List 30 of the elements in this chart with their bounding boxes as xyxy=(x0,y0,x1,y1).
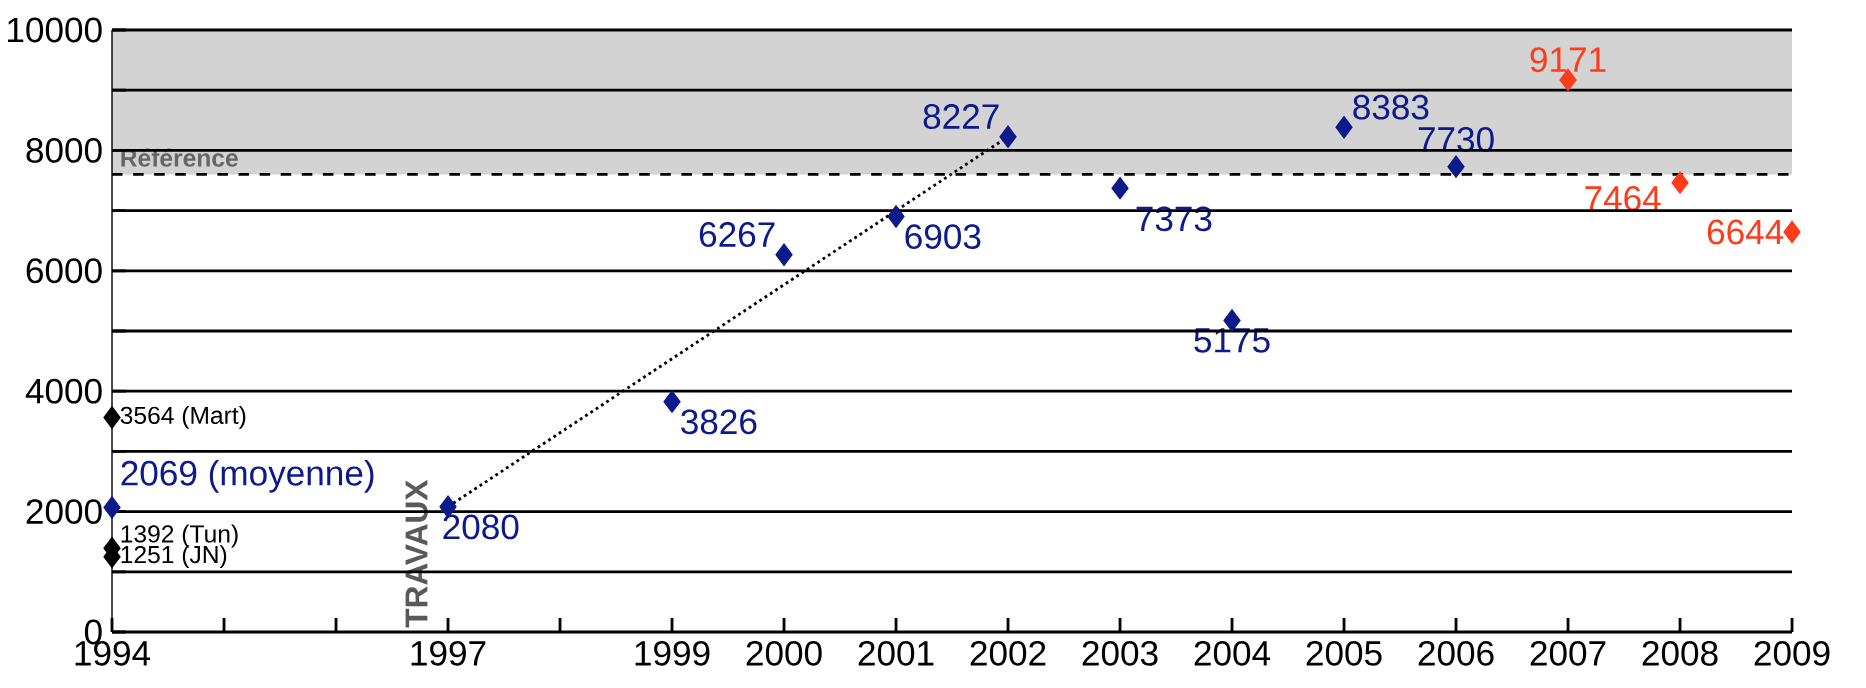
data-label: 6644 xyxy=(1707,219,1784,245)
y-tick-label: 2000 xyxy=(26,499,102,525)
y-tick-label: 4000 xyxy=(25,378,102,404)
x-tick-label: 2005 xyxy=(1306,640,1382,666)
y-tick-label: 6000 xyxy=(26,258,102,284)
y-tick-label: 8000 xyxy=(26,137,102,163)
data-label: 8383 xyxy=(1353,94,1429,120)
data-label: 3826 xyxy=(681,409,757,435)
x-tick-label: 2003 xyxy=(1082,640,1158,666)
x-tick-label: 2001 xyxy=(858,640,934,666)
annotation: TRAVAUX xyxy=(405,479,428,628)
x-tick-label: 2008 xyxy=(1642,640,1718,666)
data-label: 6903 xyxy=(905,224,981,250)
x-tick-label: 2007 xyxy=(1530,640,1606,666)
data-label: 8227 xyxy=(923,104,999,129)
data-label: 7464 xyxy=(1585,186,1661,211)
x-tick-label: 1997 xyxy=(411,640,486,666)
x-tick-label: 1999 xyxy=(635,640,710,666)
data-label: 2069 (moyenne) xyxy=(121,459,374,493)
x-tick-label: 2004 xyxy=(1194,640,1271,666)
x-tick-label: 2006 xyxy=(1418,640,1494,666)
y-tick-label: 10000 xyxy=(8,17,102,43)
x-tick-label: 2002 xyxy=(970,640,1046,666)
data-label: 6267 xyxy=(699,222,775,247)
x-tick-label: 2000 xyxy=(746,640,822,666)
x-tick-label: 2009 xyxy=(1754,640,1830,666)
data-label: 2080 xyxy=(443,514,519,540)
band-label: Référence xyxy=(121,148,238,167)
data-label: 9171 xyxy=(1530,47,1606,73)
data-label: 3564 (Mart) xyxy=(120,405,246,429)
